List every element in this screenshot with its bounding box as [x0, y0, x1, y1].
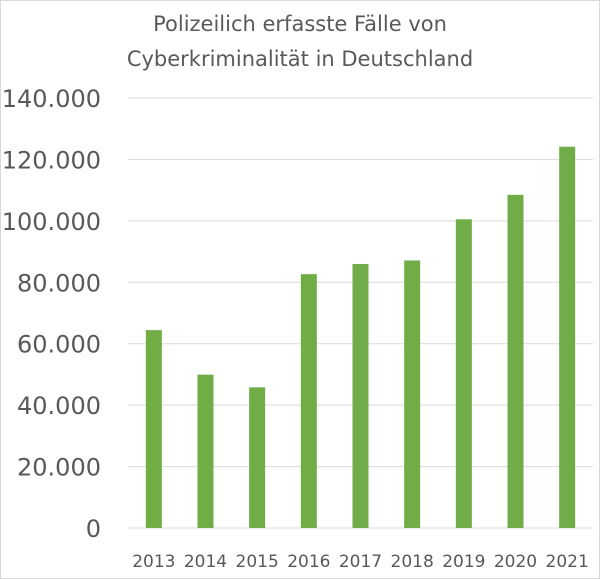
chart-title-line-1: Polizeilich erfasste Fälle von — [153, 12, 447, 36]
y-tick-label: 0 — [86, 515, 101, 543]
bar-2019 — [455, 219, 472, 528]
x-tick-label-2021: 2021 — [546, 552, 589, 572]
bar-2017 — [352, 263, 369, 528]
bar-2021 — [559, 146, 576, 528]
y-axis-tick-labels: 0 20.000 40.000 60.000 80.000 100.000 120.000 1… — [2, 85, 101, 543]
bar-2020 — [507, 194, 524, 528]
bar-2016 — [300, 274, 317, 528]
y-tick-label: 100.000 — [2, 208, 101, 236]
y-tick-label: 60.000 — [17, 331, 101, 359]
x-tick-label-2015: 2015 — [236, 552, 279, 572]
y-tick-label: 140.000 — [2, 85, 101, 113]
y-tick-label: 40.000 — [17, 392, 101, 420]
bar-2014 — [197, 374, 214, 528]
x-tick-label-2018: 2018 — [391, 552, 434, 572]
y-tick-label: 80.000 — [17, 269, 101, 297]
bar-2018 — [404, 260, 421, 528]
y-tick-label: 120.000 — [2, 146, 101, 174]
chart-title-line-2: Cyberkriminalität in Deutschland — [127, 47, 473, 71]
y-tick-label: 20.000 — [17, 454, 101, 482]
bar-2013 — [145, 330, 162, 528]
x-tick-label-2014: 2014 — [184, 552, 227, 572]
bars — [145, 146, 576, 528]
x-tick-label-2016: 2016 — [287, 552, 330, 572]
x-axis-tick-labels: 2013 2014 2015 2016 2017 2018 2019 2020 2021 — [132, 552, 589, 572]
x-tick-label-2020: 2020 — [494, 552, 537, 572]
x-tick-label-2017: 2017 — [339, 552, 382, 572]
bar-2015 — [249, 387, 266, 528]
x-tick-label-2019: 2019 — [442, 552, 485, 572]
x-tick-label-2013: 2013 — [132, 552, 175, 572]
